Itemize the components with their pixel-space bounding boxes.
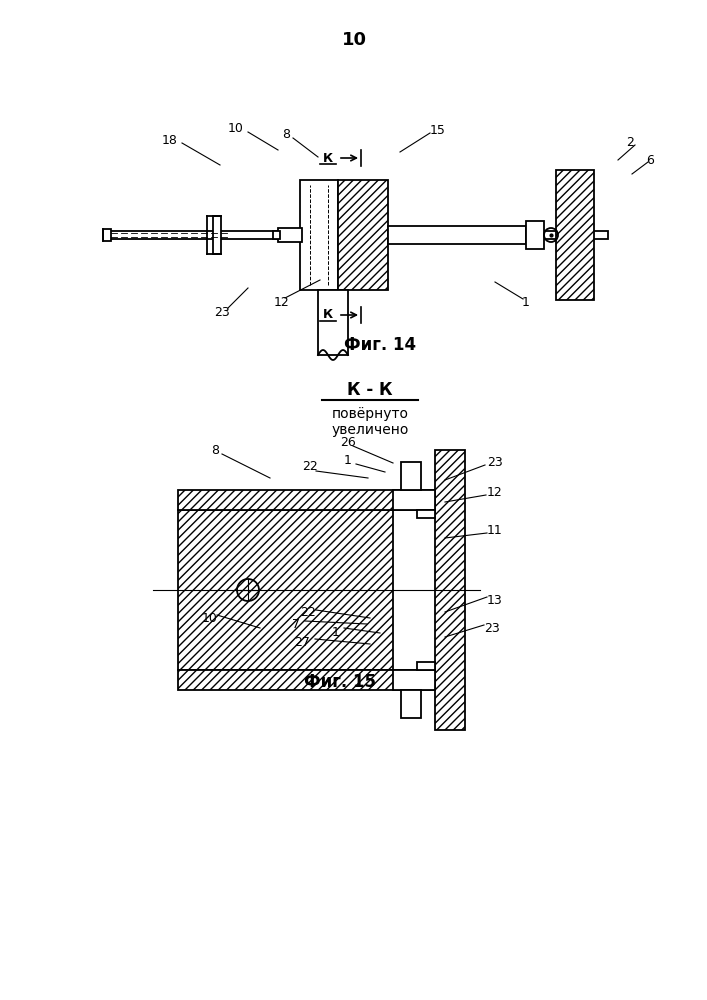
Bar	[556, 170, 594, 300]
Text: 26: 26	[340, 436, 356, 448]
Text: 10: 10	[341, 31, 366, 49]
Bar	[393, 670, 435, 690]
Text: 22: 22	[302, 460, 318, 474]
Bar	[278, 228, 302, 242]
Text: повёрнуто: повёрнуто	[332, 407, 409, 421]
Text: увеличено: увеличено	[332, 423, 409, 437]
Text: 6: 6	[646, 153, 654, 166]
Text: 8: 8	[282, 128, 290, 141]
Text: 18: 18	[162, 133, 178, 146]
Text: 23: 23	[487, 456, 503, 468]
Text: 1: 1	[344, 454, 352, 466]
Text: Фиг. 14: Фиг. 14	[344, 336, 416, 354]
Text: 23: 23	[214, 306, 230, 318]
Text: 1: 1	[332, 626, 340, 639]
Text: 10: 10	[202, 611, 218, 624]
Text: 12: 12	[487, 486, 503, 498]
Text: К: К	[323, 151, 333, 164]
Text: 15: 15	[430, 123, 446, 136]
Bar	[108, 231, 608, 239]
Text: К - К: К - К	[347, 381, 393, 399]
Text: 27: 27	[294, 636, 310, 648]
Bar	[178, 670, 435, 690]
Text: 22: 22	[300, 605, 316, 618]
Bar	[435, 450, 465, 730]
Text: 1: 1	[522, 296, 530, 308]
Text: Фиг. 15: Фиг. 15	[304, 673, 376, 691]
Bar	[213, 216, 221, 254]
Bar	[338, 180, 388, 290]
Bar	[417, 662, 435, 670]
Text: 10: 10	[228, 121, 244, 134]
Text: 11: 11	[487, 524, 503, 536]
Text: 2: 2	[626, 135, 634, 148]
Bar	[318, 290, 348, 355]
Bar	[388, 226, 526, 244]
Bar	[417, 510, 435, 518]
Text: 23: 23	[484, 621, 500, 635]
Bar	[273, 231, 280, 239]
Text: 13: 13	[487, 593, 503, 606]
Bar	[300, 180, 338, 290]
Bar	[526, 221, 544, 249]
Bar	[393, 490, 435, 510]
Text: К: К	[323, 308, 333, 322]
Text: 8: 8	[211, 444, 219, 456]
Bar	[178, 490, 435, 510]
Bar	[401, 462, 421, 490]
Bar	[103, 229, 111, 241]
Text: 7: 7	[292, 617, 300, 631]
Bar	[178, 510, 393, 670]
Text: 12: 12	[274, 296, 290, 308]
Bar	[401, 690, 421, 718]
